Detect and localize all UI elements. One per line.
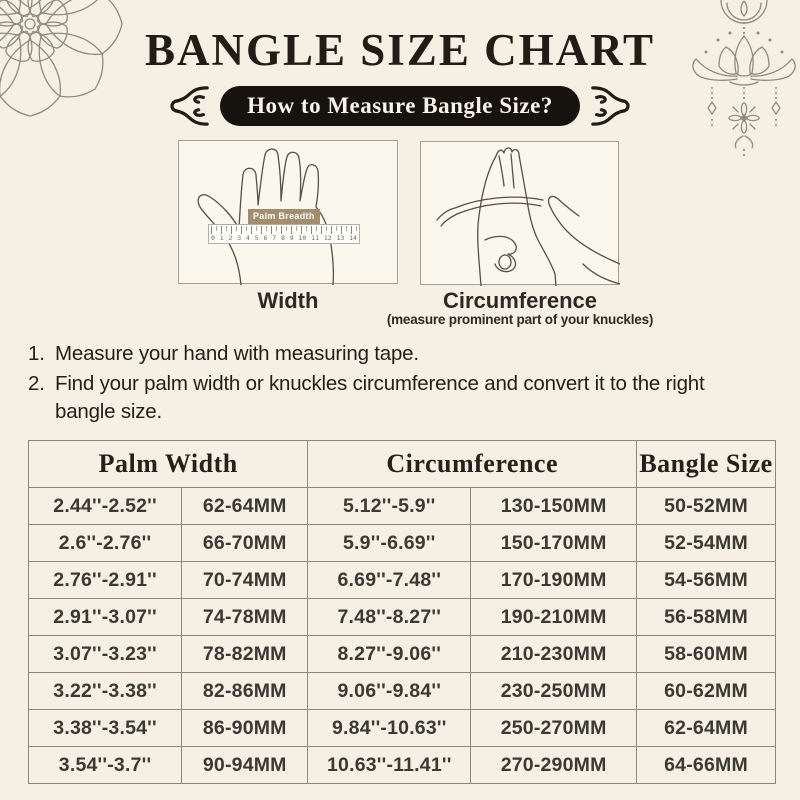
table-cell: 8.27''-9.06'': [307, 635, 472, 673]
ruler-number: 12: [323, 234, 332, 242]
table-row: 2.76''-2.91'' 70-74MM 6.69''-7.48'' 170-190…: [27, 561, 776, 599]
table-cell: 5.9''-6.69'': [307, 524, 472, 562]
width-measure-figure: 0 1 2 3 4 5 6 7 8 9 10 11 12 13 14 Palm Breadth: [178, 140, 398, 285]
header-circumference: Circumference: [307, 440, 638, 488]
header-palm-width: Palm Width: [27, 440, 309, 488]
circumference-measure-figure: [420, 141, 620, 286]
instructions: 1. Measure your hand with measuring tape…: [28, 340, 740, 428]
width-caption: Width: [257, 288, 319, 313]
ruler-number: 13: [336, 234, 345, 242]
step-text: Measure your hand with measuring tape.: [55, 342, 419, 365]
table-cell: 54-56MM: [636, 561, 776, 599]
table-row: 2.91''-3.07'' 74-78MM 7.48''-8.27'' 190-210…: [27, 598, 776, 636]
ruler-number: 10: [298, 234, 307, 242]
table-cell: 50-52MM: [636, 487, 776, 525]
table-row: 2.44''-2.52'' 62-64MM 5.12''-5.9'' 130-150M…: [27, 487, 776, 525]
instruction-step-1: 1. Measure your hand with measuring tape…: [28, 340, 740, 368]
table-row: 3.54''-3.7'' 90-94MM 10.63''-11.41'' 270-29…: [27, 746, 776, 784]
circumference-subcaption: (measure prominent part of your knuckles…: [386, 312, 654, 327]
header-bangle-size: Bangle Size: [636, 440, 776, 488]
curly-flourish-left-icon: [170, 86, 209, 126]
table-cell: 150-170MM: [470, 524, 638, 562]
table-cell: 9.84''-10.63'': [307, 709, 472, 747]
curly-flourish-right-icon: [591, 86, 630, 126]
ruler-number: 3: [237, 234, 242, 242]
page-title: BANGLE SIZE CHART: [144, 25, 656, 75]
table-cell: 250-270MM: [470, 709, 638, 747]
table-cell: 210-230MM: [470, 635, 638, 673]
table-cell: 190-210MM: [470, 598, 638, 636]
table-cell: 56-58MM: [636, 598, 776, 636]
table-cell: 130-150MM: [470, 487, 638, 525]
table-row: 2.6''-2.76'' 66-70MM 5.9''-6.69'' 150-170MM…: [27, 524, 776, 562]
table-cell: 2.44''-2.52'': [27, 487, 183, 525]
table-cell: 60-62MM: [636, 672, 776, 710]
hand-with-ruler-icon: [197, 148, 335, 285]
table-cell: 64-66MM: [636, 746, 776, 784]
banner-pill: How to Measure Bangle Size?: [220, 86, 580, 126]
table-cell: 9.06''-9.84'': [307, 672, 472, 710]
table-cell: 62-64MM: [636, 709, 776, 747]
table-cell: 66-70MM: [181, 524, 309, 562]
ruler-numbers: 0 1 2 3 4 5 6 7 8 9 10 11 12 13 14: [209, 234, 359, 243]
table-cell: 3.54''-3.7'': [27, 746, 183, 784]
table-cell: 6.69''-7.48'': [307, 561, 472, 599]
table-row: 3.22''-3.38'' 82-86MM 9.06''-9.84'' 230-250…: [27, 672, 776, 710]
step-text: Find your palm width or knuckles circumf…: [55, 372, 705, 423]
instruction-step-2: 2. Find your palm width or knuckles circ…: [28, 370, 740, 426]
step-number: 2.: [28, 372, 45, 395]
table-cell: 62-64MM: [181, 487, 309, 525]
banner-row: How to Measure Bangle Size?: [0, 84, 800, 128]
table-row: 3.07''-3.23'' 78-82MM 8.27''-9.06'' 210-230…: [27, 635, 776, 673]
ruler-number: 2: [228, 234, 233, 242]
table-header-row: Palm Width Circumference Bangle Size: [27, 440, 776, 488]
table-cell: 270-290MM: [470, 746, 638, 784]
ruler-number: 11: [311, 234, 319, 242]
ruler-number: 14: [349, 234, 357, 242]
table-cell: 90-94MM: [181, 746, 309, 784]
ruler-ticks: [211, 226, 357, 234]
table-cell: 52-54MM: [636, 524, 776, 562]
ruler-number: 7: [272, 234, 277, 242]
table-cell: 10.63''-11.41'': [307, 746, 472, 784]
table-cell: 3.07''-3.23'': [27, 635, 183, 673]
ruler-number: 9: [289, 234, 294, 242]
ruler-number: 6: [263, 234, 268, 242]
table-cell: 86-90MM: [181, 709, 309, 747]
palm-breadth-label: Palm Breadth: [248, 209, 320, 224]
ruler-number: 5: [254, 234, 259, 242]
table-cell: 7.48''-8.27'': [307, 598, 472, 636]
table-cell: 5.12''-5.9'': [307, 487, 472, 525]
table-cell: 2.6''-2.76'': [27, 524, 183, 562]
table-cell: 3.38''-3.54'': [27, 709, 183, 747]
table-cell: 3.22''-3.38'': [27, 672, 183, 710]
ruler: 0 1 2 3 4 5 6 7 8 9 10 11 12 13 14: [208, 224, 360, 244]
circumference-caption: Circumference: [442, 288, 598, 313]
ruler-number: 0: [211, 234, 215, 242]
ruler-number: 1: [219, 234, 224, 242]
ruler-number: 8: [281, 234, 285, 242]
hand-with-tape-icon: [436, 147, 620, 286]
table-cell: 2.76''-2.91'': [27, 561, 183, 599]
table-cell: 170-190MM: [470, 561, 638, 599]
ruler-number: 4: [246, 234, 250, 242]
table-cell: 74-78MM: [181, 598, 309, 636]
table-cell: 2.91''-3.07'': [27, 598, 183, 636]
step-number: 1.: [28, 342, 45, 365]
table-cell: 58-60MM: [636, 635, 776, 673]
table-cell: 230-250MM: [470, 672, 638, 710]
table-cell: 82-86MM: [181, 672, 309, 710]
table-row: 3.38''-3.54'' 86-90MM 9.84''-10.63'' 250-27…: [27, 709, 776, 747]
bangle-size-table: Palm Width Circumference Bangle Size 2.4…: [27, 440, 776, 784]
table-cell: 70-74MM: [181, 561, 309, 599]
table-cell: 78-82MM: [181, 635, 309, 673]
